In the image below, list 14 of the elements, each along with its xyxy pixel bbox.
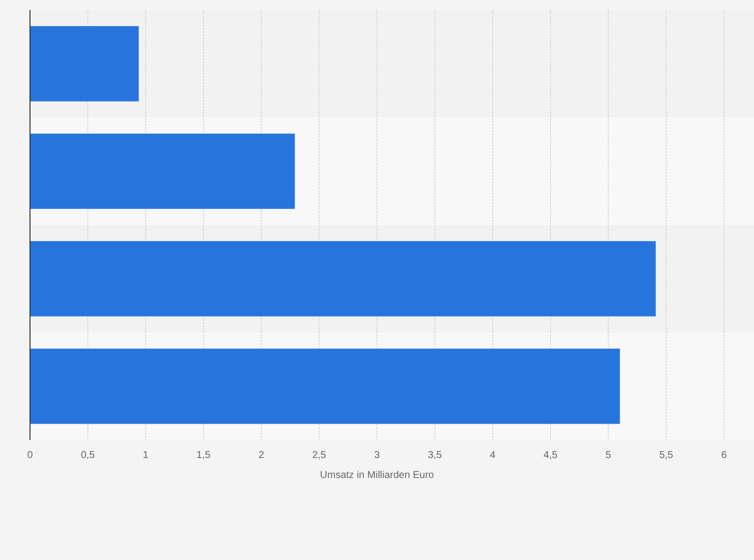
x-tick-label: 6 xyxy=(721,450,728,461)
x-tick-label: 0 xyxy=(27,450,34,461)
x-tick-label: 0,5 xyxy=(80,450,96,461)
x-tick-label: 4,5 xyxy=(544,450,558,461)
x-tick-label: 4 xyxy=(490,450,496,461)
x-tick-label: 2,5 xyxy=(312,450,327,461)
x-tick-label: 5 xyxy=(606,450,612,461)
x-tick-label: 2 xyxy=(258,450,265,461)
x-tick-label: 3,5 xyxy=(428,450,442,461)
x-tick-label: 1,5 xyxy=(196,450,211,461)
x-tick-label: 3 xyxy=(374,450,380,461)
x-tick-label: 5,5 xyxy=(659,450,674,461)
x-tick-label: 1 xyxy=(142,450,149,461)
x-axis-title: Umsatz in Milliarden Euro xyxy=(320,470,434,481)
